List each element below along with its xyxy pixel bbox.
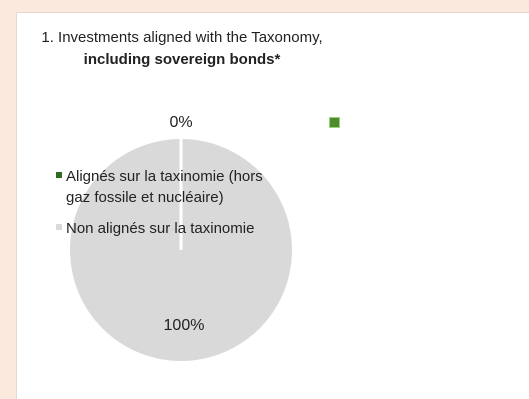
data-label-aligned: 0% [169, 114, 192, 131]
legend-swatch-icon [56, 172, 62, 178]
legend-item-aligned: Alignés sur la taxinomie (hors gaz fossi… [56, 166, 266, 208]
legend-item-non-aligned: Non alignés sur la taxinomie [56, 218, 266, 239]
chart-title-line2: including sovereign bonds* [83, 51, 281, 68]
chart-title-line1: 1. Investments aligned with the Taxonomy… [41, 29, 323, 46]
legend-label-aligned: Alignés sur la taxinomie (hors gaz fossi… [66, 168, 263, 206]
legend-swatch-icon [56, 224, 62, 230]
chart-title: 1. Investments aligned with the Taxonomy… [17, 27, 347, 71]
legend: Alignés sur la taxinomie (hors gaz fossi… [56, 166, 266, 249]
legend-label-non-aligned: Non alignés sur la taxinomie [66, 220, 255, 237]
legend-marker-icon [329, 117, 340, 128]
data-label-non-aligned: 100% [164, 317, 205, 334]
